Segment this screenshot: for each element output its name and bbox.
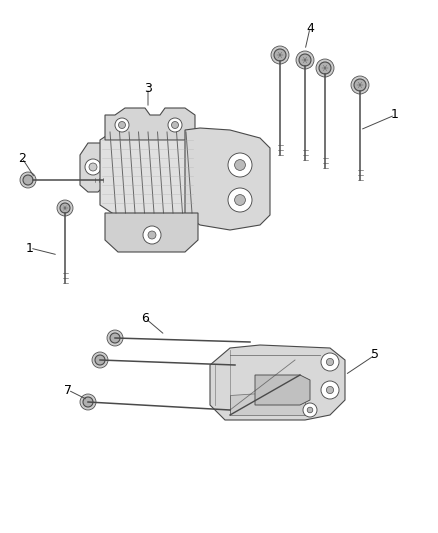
Circle shape bbox=[274, 49, 286, 61]
Circle shape bbox=[296, 51, 314, 69]
Circle shape bbox=[168, 118, 182, 132]
Circle shape bbox=[228, 153, 252, 177]
Circle shape bbox=[95, 355, 105, 365]
Circle shape bbox=[110, 333, 120, 343]
Polygon shape bbox=[100, 130, 195, 215]
Circle shape bbox=[23, 175, 33, 185]
Circle shape bbox=[319, 62, 331, 74]
Polygon shape bbox=[105, 108, 195, 140]
Polygon shape bbox=[230, 390, 305, 415]
Circle shape bbox=[321, 381, 339, 399]
Text: 3: 3 bbox=[144, 82, 152, 94]
Circle shape bbox=[326, 358, 334, 366]
Circle shape bbox=[351, 76, 369, 94]
Circle shape bbox=[60, 203, 70, 213]
Circle shape bbox=[20, 172, 36, 188]
Circle shape bbox=[85, 159, 101, 175]
Circle shape bbox=[57, 200, 73, 216]
Circle shape bbox=[235, 195, 245, 205]
Text: 6: 6 bbox=[141, 311, 149, 325]
Circle shape bbox=[119, 122, 126, 128]
Circle shape bbox=[303, 403, 317, 417]
Polygon shape bbox=[80, 143, 115, 192]
Circle shape bbox=[107, 330, 123, 346]
Circle shape bbox=[83, 397, 93, 407]
Text: 4: 4 bbox=[306, 21, 314, 35]
Polygon shape bbox=[210, 345, 345, 420]
Circle shape bbox=[354, 79, 366, 91]
Text: 1: 1 bbox=[391, 109, 399, 122]
Circle shape bbox=[299, 54, 311, 66]
Circle shape bbox=[89, 163, 97, 171]
Polygon shape bbox=[185, 128, 270, 230]
Text: 2: 2 bbox=[18, 151, 26, 165]
Circle shape bbox=[321, 353, 339, 371]
Circle shape bbox=[326, 386, 334, 393]
Circle shape bbox=[148, 231, 156, 239]
Circle shape bbox=[307, 407, 313, 413]
Circle shape bbox=[115, 118, 129, 132]
Text: 7: 7 bbox=[64, 384, 72, 397]
Circle shape bbox=[172, 122, 179, 128]
Circle shape bbox=[235, 159, 245, 171]
Text: 5: 5 bbox=[371, 349, 379, 361]
Text: 1: 1 bbox=[26, 241, 34, 254]
Polygon shape bbox=[105, 213, 198, 252]
Circle shape bbox=[271, 46, 289, 64]
Circle shape bbox=[80, 394, 96, 410]
Circle shape bbox=[143, 226, 161, 244]
Circle shape bbox=[228, 188, 252, 212]
Polygon shape bbox=[255, 375, 310, 405]
Circle shape bbox=[316, 59, 334, 77]
Circle shape bbox=[92, 352, 108, 368]
